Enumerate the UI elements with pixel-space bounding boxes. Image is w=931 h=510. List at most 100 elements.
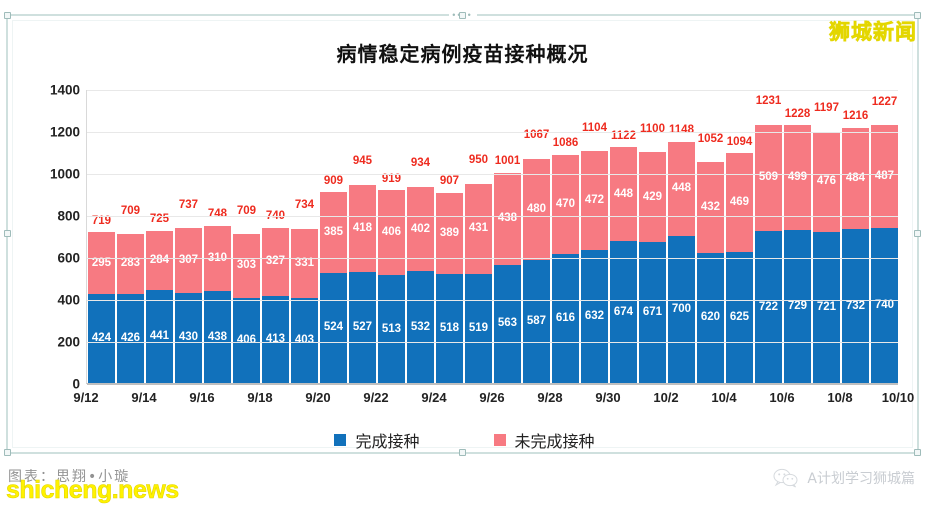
bar-segment-incomplete[interactable]: 406 [378, 190, 405, 276]
bar-segment-completed[interactable]: 519 [465, 274, 492, 383]
bar-column[interactable]: 732 484 1216 [842, 90, 869, 383]
bar-column[interactable]: 524 385 909 [320, 90, 347, 383]
bar-segment-incomplete[interactable]: 431 [465, 183, 492, 275]
bar-segment-completed[interactable]: 563 [494, 264, 521, 383]
bar-segment-completed[interactable]: 441 [146, 290, 173, 383]
bar-segment-incomplete[interactable]: 480 [523, 158, 550, 260]
bar-segment-incomplete[interactable]: 484 [842, 127, 869, 230]
bar-segment-completed[interactable]: 674 [610, 241, 637, 383]
bar-column[interactable]: 625 469 1094 [726, 90, 753, 383]
bar-segment-incomplete[interactable]: 438 [494, 172, 521, 265]
resize-handle-middle-left[interactable] [4, 230, 11, 237]
bar-segment-incomplete[interactable]: 499 [784, 125, 811, 230]
bar-segment-incomplete[interactable]: 283 [117, 234, 144, 294]
bar-column[interactable]: 518 389 907 [436, 90, 463, 383]
bar-segment-incomplete[interactable]: 303 [233, 234, 260, 298]
resize-handle-top-center[interactable] [458, 12, 466, 19]
resize-handle-top-right[interactable] [914, 12, 921, 19]
bar-segment-completed[interactable]: 424 [88, 293, 115, 383]
bar-column[interactable]: 587 480 1067 [523, 90, 550, 383]
bar-segment-completed[interactable]: 513 [378, 275, 405, 383]
resize-handle-top-left[interactable] [4, 12, 11, 19]
bar-segment-incomplete[interactable]: 472 [581, 151, 608, 251]
bar-segment-completed[interactable]: 721 [813, 231, 840, 383]
bar-segment-incomplete[interactable]: 389 [436, 192, 463, 275]
bar-column[interactable]: 632 472 1104 [581, 90, 608, 383]
bar-segment-incomplete[interactable]: 476 [813, 131, 840, 232]
bar-segment-completed[interactable]: 406 [233, 297, 260, 383]
bar-column[interactable]: 671 429 1100 [639, 90, 666, 383]
bar-segment-completed[interactable]: 632 [581, 250, 608, 383]
legend-item-completed[interactable]: 完成接种 [334, 428, 420, 452]
bar-segment-completed[interactable]: 722 [755, 231, 782, 383]
bar-segment-incomplete[interactable]: 331 [291, 228, 318, 299]
chart-object-frame[interactable]: •••• 病情稳定病例疫苗接种概况 0200400600800100012001… [4, 11, 921, 456]
bar-column[interactable]: 441 284 725 [146, 90, 173, 383]
bar-segment-completed[interactable]: 413 [262, 296, 289, 383]
bar-segment-completed[interactable]: 740 [871, 227, 898, 383]
bar-segment-completed[interactable]: 616 [552, 253, 579, 383]
resize-handle-bottom-center[interactable] [458, 449, 466, 456]
bar-column[interactable]: 532 402 934 [407, 90, 434, 383]
resize-handle-bottom-right[interactable] [914, 449, 921, 456]
y-axis-tick-label: 400 [57, 292, 80, 308]
bar-value-label-completed: 513 [381, 322, 402, 335]
bar-segment-completed[interactable]: 527 [349, 272, 376, 383]
bar-segment-incomplete[interactable]: 327 [262, 227, 289, 297]
bar-segment-incomplete[interactable]: 429 [639, 152, 666, 243]
bar-segment-completed[interactable]: 620 [697, 252, 724, 383]
bar-total-label: 1001 [494, 155, 521, 168]
bar-segment-completed[interactable]: 518 [436, 274, 463, 383]
bar-column[interactable]: 722 509 1231 [755, 90, 782, 383]
bar-column[interactable]: 424 295 719 [88, 90, 115, 383]
bar-segment-completed[interactable]: 587 [523, 259, 550, 383]
bar-segment-incomplete[interactable]: 470 [552, 154, 579, 254]
bar-column[interactable]: 519 431 950 [465, 90, 492, 383]
bar-segment-incomplete[interactable]: 402 [407, 186, 434, 272]
bar-segment-incomplete[interactable]: 448 [668, 141, 695, 236]
bar-column[interactable]: 438 310 748 [204, 90, 231, 383]
bar-segment-completed[interactable]: 532 [407, 271, 434, 383]
bar-column[interactable]: 403 331 734 [291, 90, 318, 383]
bar-segment-incomplete[interactable]: 469 [726, 153, 753, 252]
bar-segment-incomplete[interactable]: 284 [146, 230, 173, 291]
bar-segment-incomplete[interactable]: 432 [697, 162, 724, 253]
bar-segment-completed[interactable]: 403 [291, 298, 318, 383]
bar-column[interactable]: 563 438 1001 [494, 90, 521, 383]
bar-segment-completed[interactable]: 671 [639, 242, 666, 383]
bar-column[interactable]: 620 432 1052 [697, 90, 724, 383]
resize-handle-bottom-left[interactable] [4, 449, 11, 456]
resize-handle-middle-right[interactable] [914, 230, 921, 237]
bar-segment-incomplete[interactable]: 487 [871, 125, 898, 228]
bar-segment-completed[interactable]: 430 [175, 292, 202, 383]
bar-column[interactable]: 616 470 1086 [552, 90, 579, 383]
legend-item-incomplete[interactable]: 未完成接种 [493, 428, 595, 452]
bar-segment-completed[interactable]: 625 [726, 251, 753, 383]
bar-value-label-completed: 524 [323, 321, 344, 334]
bar-value-label-completed: 532 [410, 320, 431, 333]
bar-segment-completed[interactable]: 732 [842, 229, 869, 383]
bar-segment-incomplete[interactable]: 307 [175, 228, 202, 293]
bar-segment-incomplete[interactable]: 448 [610, 147, 637, 242]
bar-column[interactable]: 426 283 709 [117, 90, 144, 383]
bar-column[interactable]: 413 327 740 [262, 90, 289, 383]
bar-column[interactable]: 740 487 1227 [871, 90, 898, 383]
bar-column[interactable]: 513 406 919 [378, 90, 405, 383]
bar-segment-completed[interactable]: 700 [668, 236, 695, 383]
bar-column[interactable]: 700 448 1148 [668, 90, 695, 383]
bar-segment-completed[interactable]: 438 [204, 291, 231, 383]
bar-segment-completed[interactable]: 524 [320, 272, 347, 383]
bar-segment-incomplete[interactable]: 385 [320, 192, 347, 273]
bar-segment-completed[interactable]: 426 [117, 293, 144, 383]
bar-column[interactable]: 729 499 1228 [784, 90, 811, 383]
bar-column[interactable]: 721 476 1197 [813, 90, 840, 383]
bar-segment-incomplete[interactable]: 418 [349, 184, 376, 273]
bar-column[interactable]: 430 307 737 [175, 90, 202, 383]
bar-column[interactable]: 674 448 1122 [610, 90, 637, 383]
bar-value-label-incomplete: 418 [352, 221, 373, 234]
bar-column[interactable]: 406 303 709 [233, 90, 260, 383]
bar-segment-incomplete[interactable]: 295 [88, 232, 115, 294]
bar-column[interactable]: 527 418 945 [349, 90, 376, 383]
bar-segment-completed[interactable]: 729 [784, 229, 811, 383]
bar-segment-incomplete[interactable]: 509 [755, 124, 782, 232]
